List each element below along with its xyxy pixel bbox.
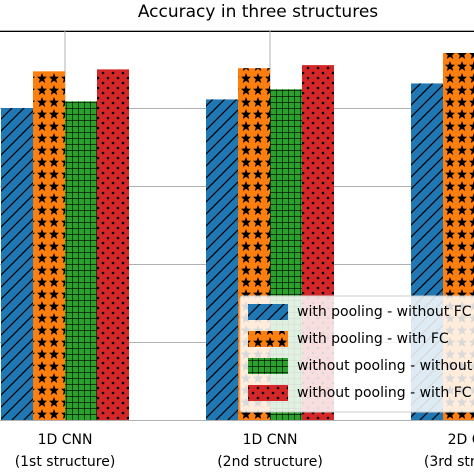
x-tick-label: 1D CNN (243, 432, 298, 448)
chart-title: Accuracy in three structures (138, 2, 378, 22)
legend-swatch-hatch (248, 358, 288, 374)
legend-swatch-hatch (248, 331, 288, 347)
bar-hatch (65, 101, 97, 421)
legend-label: without pooling - with FC (297, 385, 472, 401)
x-tick-label: (3rd structure) (424, 454, 474, 470)
legend-swatch-hatch (248, 385, 288, 401)
x-tick-label: 2D CNN (448, 432, 474, 448)
legend-label: with pooling - without FC (297, 304, 472, 320)
legend-swatch-hatch (248, 304, 288, 320)
legend-box (239, 295, 474, 413)
bar-hatch (206, 99, 238, 421)
legend-label: with pooling - with FC (297, 331, 449, 347)
bar-hatch (1, 108, 33, 420)
x-tick-label: 1D CNN (38, 432, 93, 448)
bar-hatch (97, 69, 129, 420)
bar-hatch (33, 71, 65, 420)
x-tick-label: (1st structure) (15, 454, 116, 470)
x-tick-label: (2nd structure) (217, 454, 323, 470)
legend-label: without pooling - without FC (297, 358, 474, 374)
legend: with pooling - without FC with pooling - … (239, 295, 474, 413)
